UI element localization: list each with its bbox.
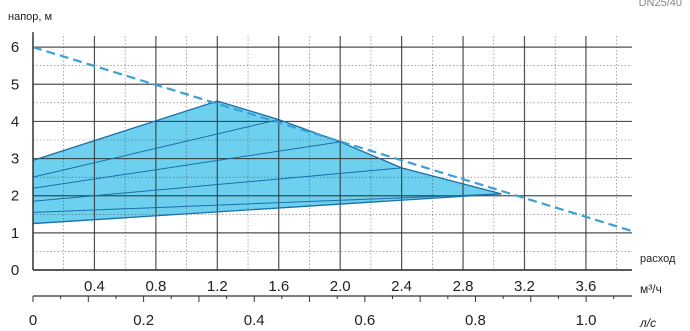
x-primary-tick-label: 3.2 bbox=[514, 278, 535, 295]
x-primary-tick-label: 0.8 bbox=[145, 278, 166, 295]
x-primary-tick-label: 2.8 bbox=[453, 278, 474, 295]
curve-speed-3 bbox=[32, 167, 402, 202]
label-layer: 0 1 2 3 4 5 6 0.4 0.8 1.2 1.6 2.0 2.4 2.8 3.2 3.6 0 0.2 0.… bbox=[11, 39, 597, 329]
curve-max-dashed bbox=[32, 46, 633, 233]
x-secondary-tick-label: 0.8 bbox=[465, 312, 486, 329]
x-secondary-tick-label: 0.2 bbox=[133, 312, 154, 329]
y-tick-label: 1 bbox=[11, 225, 19, 242]
x-primary-unit: м³/ч bbox=[640, 282, 662, 296]
operating-area bbox=[33, 101, 502, 224]
x-primary-tick-label: 3.6 bbox=[575, 278, 596, 295]
y-axis-title: напор, м bbox=[8, 11, 52, 23]
x-primary-title: расход bbox=[640, 253, 676, 265]
x-secondary-tick-label: 0.4 bbox=[244, 312, 265, 329]
x-primary-tick-label: 2.4 bbox=[391, 278, 412, 295]
y-tick-label: 0 bbox=[11, 262, 19, 279]
operating-area-layer bbox=[33, 101, 502, 224]
y-tick-label: 5 bbox=[11, 76, 19, 93]
x-secondary-tick-label: 1.0 bbox=[576, 312, 597, 329]
x-primary-tick-label: 0.4 bbox=[84, 278, 105, 295]
x-primary-tick-label: 1.6 bbox=[268, 278, 289, 295]
x-secondary-tick-label: 0 bbox=[29, 312, 37, 329]
curve-upper-boundary bbox=[32, 100, 502, 195]
curve-speed-2 bbox=[32, 141, 341, 189]
y-tick-label: 6 bbox=[11, 39, 19, 56]
y-tick-label: 2 bbox=[11, 188, 19, 205]
curve-speed-1 bbox=[32, 119, 279, 178]
x-secondary-unit: л/с bbox=[639, 316, 656, 330]
axis-layer bbox=[32, 32, 632, 302]
y-tick-label: 4 bbox=[11, 113, 19, 130]
curve-lower-boundary bbox=[32, 193, 502, 225]
x-secondary-tick-label: 0.6 bbox=[354, 312, 375, 329]
curve-layer bbox=[32, 46, 633, 233]
x-primary-tick-label: 1.2 bbox=[207, 278, 228, 295]
x-primary-tick-label: 2.0 bbox=[330, 278, 351, 295]
curve-speed-4 bbox=[32, 193, 502, 213]
corner-label: DN25/40 bbox=[639, 0, 682, 9]
y-tick-label: 3 bbox=[11, 151, 19, 168]
